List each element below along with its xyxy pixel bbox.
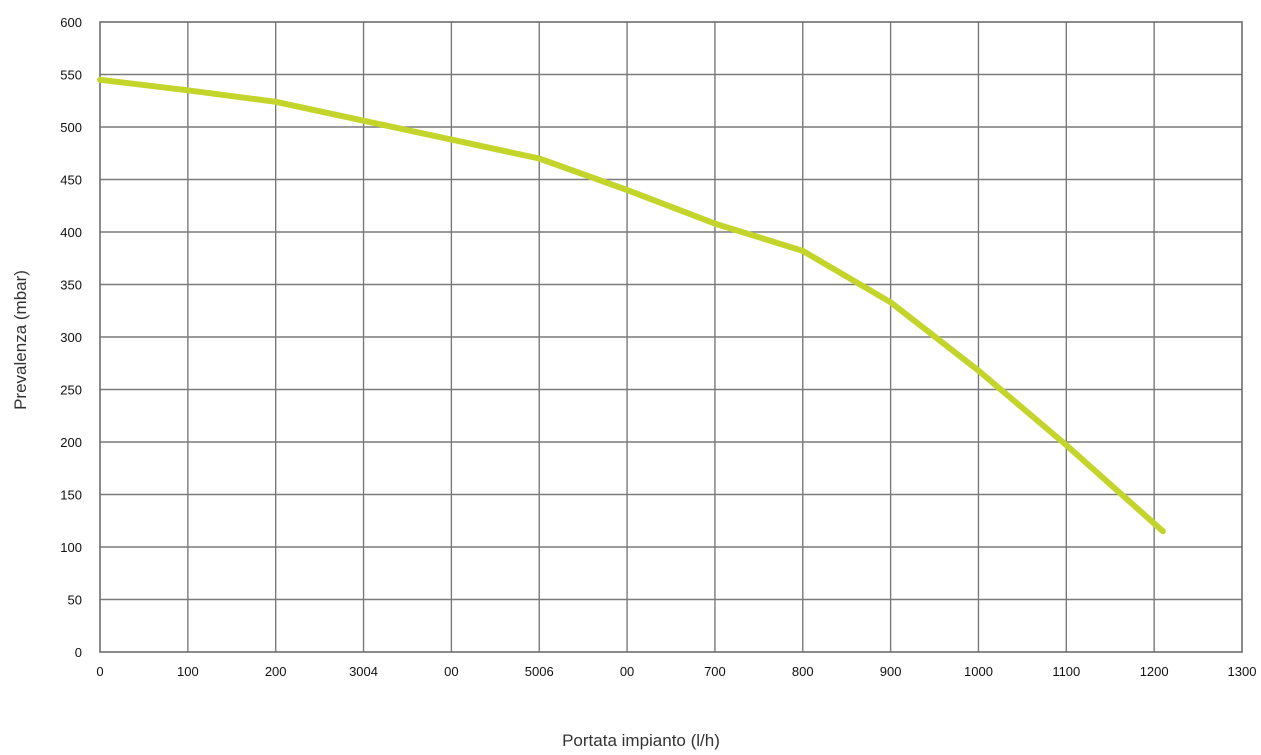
x-tick-label: 900	[880, 664, 902, 679]
y-tick-label: 600	[60, 15, 82, 30]
y-tick-label: 350	[60, 278, 82, 293]
y-tick-label: 50	[68, 593, 82, 608]
x-tick-label: 00	[444, 664, 458, 679]
y-tick-label: 550	[60, 68, 82, 83]
x-tick-label: 1000	[964, 664, 993, 679]
series-line	[97, 76, 1166, 535]
x-tick-label: 700	[704, 664, 726, 679]
x-tick-label: 3004	[349, 664, 378, 679]
y-tick-label: 300	[60, 330, 82, 345]
series-layer	[97, 76, 1166, 535]
x-tick-label: 1300	[1228, 664, 1257, 679]
y-tick-label: 100	[60, 540, 82, 555]
y-tick-label: 0	[75, 645, 82, 660]
y-tick-label: 400	[60, 225, 82, 240]
y-axis-ticks: 0 50 100 150 200 250 300 350 400 450 500 550 600	[60, 15, 82, 660]
y-axis-title: Prevalenza (mbar)	[11, 270, 30, 410]
x-axis-title: Portata impianto (l/h)	[562, 731, 720, 750]
x-tick-label: 100	[177, 664, 199, 679]
x-tick-label: 5006	[525, 664, 554, 679]
y-tick-label: 250	[60, 383, 82, 398]
grid	[100, 22, 1242, 652]
y-tick-label: 200	[60, 435, 82, 450]
x-tick-label: 1100	[1052, 664, 1080, 679]
x-axis-ticks: 0 100 200 3004 00 5006 00 700 800 900 1000 1100 1200…	[96, 664, 1256, 679]
y-tick-label: 450	[60, 173, 82, 188]
x-tick-label: 800	[792, 664, 814, 679]
x-tick-label: 00	[620, 664, 634, 679]
x-tick-label: 200	[265, 664, 287, 679]
x-tick-label: 0	[96, 664, 103, 679]
y-tick-label: 500	[60, 120, 82, 135]
plot-frame	[99, 21, 1243, 653]
x-tick-label: 1200	[1140, 664, 1169, 679]
y-tick-label: 150	[60, 488, 82, 503]
